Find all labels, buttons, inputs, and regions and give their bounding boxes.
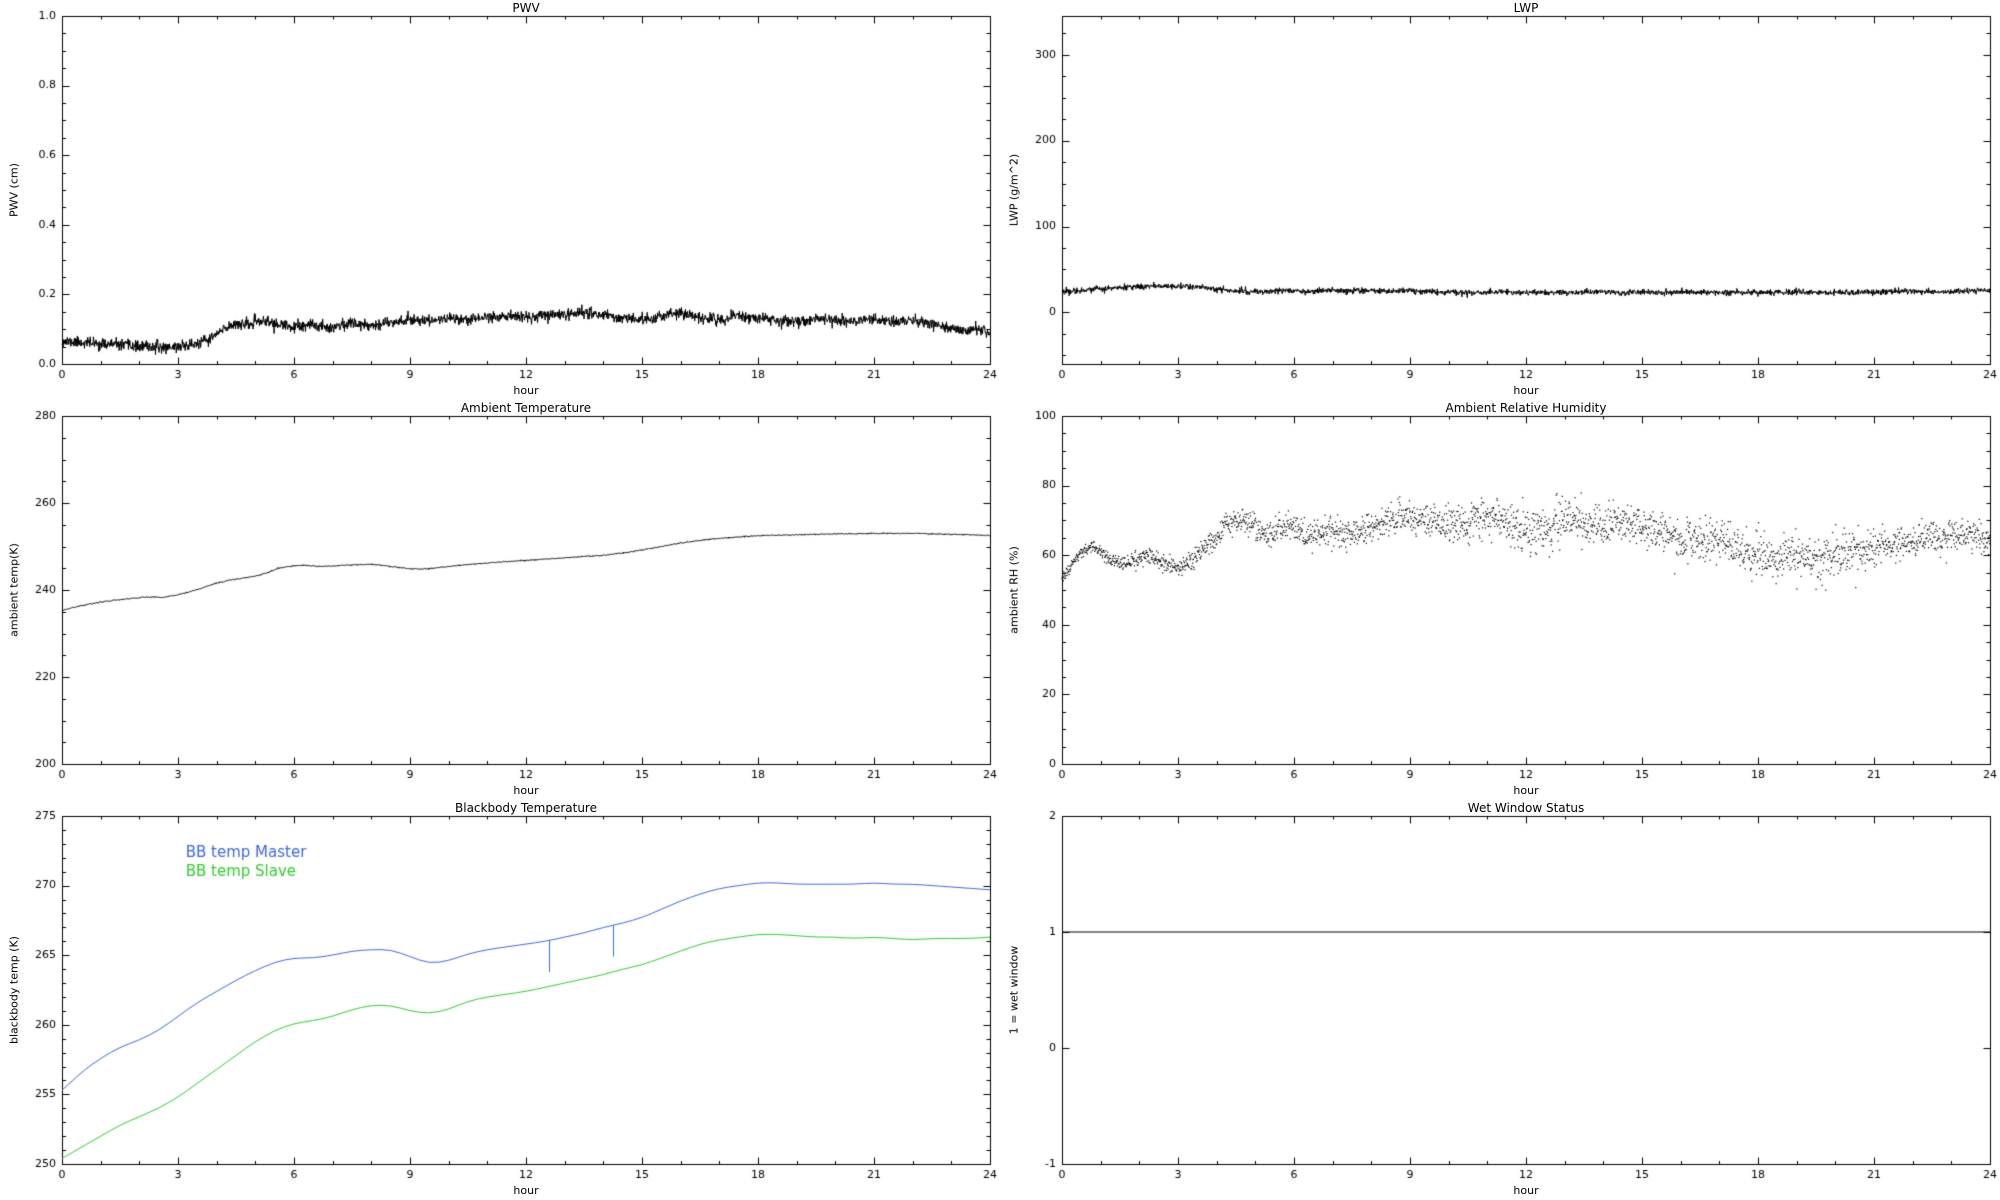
ambient-relative-humidity-plot-canvas [1000,400,2000,800]
blackbody-temperature-plot-canvas [0,800,1000,1200]
pwv-title: PWV [512,1,540,15]
ambient-temperature-x-axis-label: hour [513,784,539,797]
ambient-temperature-y-axis-label: ambient temp(K) [7,543,21,637]
wet-window-status-plot-canvas [1000,800,2000,1200]
panel-lwp: LWP LWP (g/m^2) hour [1000,0,2000,400]
ambient-relative-humidity-y-axis-label: ambient RH (%) [1007,546,1021,634]
ambient-temperature-plot-canvas [0,400,1000,800]
lwp-plot-canvas [1000,0,2000,400]
wet-window-status-title: Wet Window Status [1467,801,1585,815]
lwp-x-axis-label: hour [1513,384,1539,397]
blackbody-temperature-y-axis-label: blackbody temp (K) [7,936,21,1044]
panel-ambient-relative-humidity: Ambient Relative Humidity ambient RH (%)… [1000,400,2000,800]
panel-wet-window-status: Wet Window Status 1 = wet window hour [1000,800,2000,1200]
blackbody-temperature-x-axis-label: hour [513,1184,539,1197]
panel-blackbody-temperature: Blackbody Temperature blackbody temp (K)… [0,800,1000,1200]
pwv-y-axis-label: PWV (cm) [7,163,21,217]
ambient-relative-humidity-x-axis-label: hour [1513,784,1539,797]
lwp-title: LWP [1513,1,1539,15]
lwp-y-axis-label: LWP (g/m^2) [1007,153,1021,227]
wet-window-status-y-axis-label: 1 = wet window [1007,945,1021,1035]
pwv-x-axis-label: hour [513,384,539,397]
blackbody-temperature-title: Blackbody Temperature [455,801,597,815]
panel-ambient-temperature: Ambient Temperature ambient temp(K) hour [0,400,1000,800]
ambient-temperature-title: Ambient Temperature [460,401,592,415]
panel-pwv: PWV PWV (cm) hour [0,0,1000,400]
wet-window-status-x-axis-label: hour [1513,1184,1539,1197]
pwv-plot-canvas [0,0,1000,400]
ambient-relative-humidity-title: Ambient Relative Humidity [1445,401,1607,415]
